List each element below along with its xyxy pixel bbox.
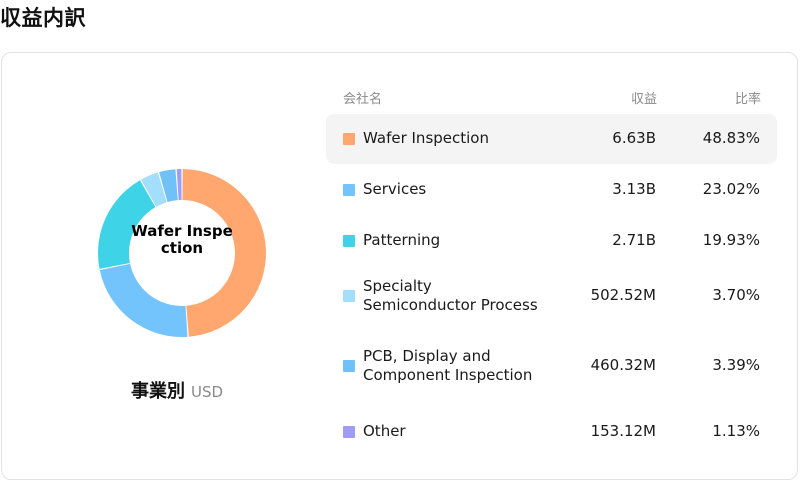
row-name: PCB, Display and Component Inspection — [363, 347, 532, 385]
row-revenue: 460.32M — [590, 356, 656, 374]
row-revenue: 153.12M — [590, 422, 656, 440]
legend-swatch — [343, 426, 355, 438]
page-title: 収益内訳 — [0, 6, 86, 30]
legend-swatch — [343, 235, 355, 247]
table-row-patterning[interactable]: Patterning 2.71B 19.93% — [326, 216, 777, 266]
header-ratio: 比率 — [734, 92, 761, 107]
row-name-line-1: PCB, Display and — [363, 347, 491, 365]
row-ratio: 19.93% — [702, 231, 760, 249]
row-revenue: 6.63B — [612, 129, 656, 147]
segment-by-label[interactable]: 事業別 — [130, 381, 185, 402]
row-name-line-2: Component Inspection — [363, 366, 533, 384]
row-name-line-2: Semiconductor Process — [363, 296, 538, 314]
row-name-line-1: Specialty — [363, 277, 432, 295]
table-header: 会社名 収益 比率 — [326, 83, 778, 111]
row-name: Specialty Semiconductor Process — [363, 277, 538, 315]
donut-slice-services[interactable] — [99, 263, 188, 337]
donut-center-label: Wafer Inspection — [131, 222, 233, 257]
donut-slice-other[interactable] — [176, 169, 182, 201]
row-revenue: 502.52M — [590, 286, 656, 304]
row-ratio: 48.83% — [702, 129, 760, 147]
row-ratio: 3.70% — [712, 286, 760, 304]
donut-slice-specialty-semiconductor-process[interactable] — [141, 172, 167, 207]
row-name: Other — [363, 422, 406, 440]
revenue-table: 会社名 収益 比率 Wafer Inspection 6.63B 48.83% … — [326, 83, 778, 440]
row-ratio: 23.02% — [702, 180, 760, 198]
table-row-other[interactable]: Other 153.12M 1.13% — [326, 407, 777, 457]
row-revenue: 3.13B — [612, 180, 656, 198]
donut-slice-pcb-display-and-component-inspection[interactable] — [159, 169, 178, 203]
row-revenue: 2.71B — [612, 231, 656, 249]
table-row-wafer-inspection[interactable]: Wafer Inspection 6.63B 48.83% — [326, 114, 777, 164]
row-ratio: 1.13% — [712, 422, 760, 440]
row-name: Services — [363, 180, 427, 198]
table-row-specialty-semiconductor-process[interactable]: Specialty Semiconductor Process 502.52M 3… — [326, 261, 777, 321]
donut-svg — [98, 169, 267, 337]
legend-swatch — [343, 184, 355, 196]
chart-caption: 事業別 USD — [2, 377, 352, 403]
table-row-pcb-display-component-inspection[interactable]: PCB, Display and Component Inspection 460… — [326, 331, 777, 391]
row-name: Wafer Inspection — [363, 129, 489, 147]
donut-slice-wafer-inspection[interactable] — [182, 169, 267, 337]
legend-swatch — [343, 290, 355, 302]
header-revenue: 収益 — [630, 92, 657, 107]
table-row-services[interactable]: Services 3.13B 23.02% — [326, 165, 777, 215]
donut-slice-patterning[interactable] — [98, 180, 156, 269]
header-company-name: 会社名 — [343, 92, 383, 107]
donut-chart: Wafer Inspection — [82, 153, 282, 353]
revenue-breakdown-card: Wafer Inspection 事業別 USD 会社名 収益 比率 Wafer … — [1, 52, 798, 480]
currency-unit: USD — [190, 383, 224, 401]
legend-swatch — [343, 133, 355, 145]
row-ratio: 3.39% — [712, 356, 760, 374]
legend-swatch — [343, 360, 355, 372]
row-name: Patterning — [363, 231, 441, 249]
